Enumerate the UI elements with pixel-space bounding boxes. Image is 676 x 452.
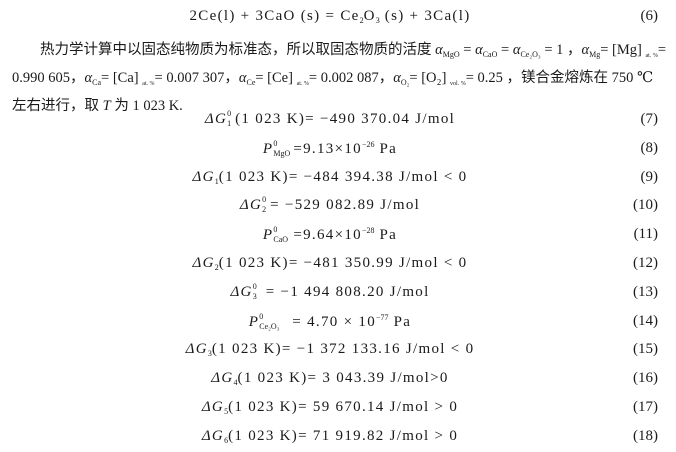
equation-number: (14) [633, 312, 658, 329]
symbol: ΔG [239, 197, 263, 214]
equation-number: (6) [640, 8, 659, 24]
equation: P 0 CaO =9.64×10−28 Pa (11) [262, 225, 658, 245]
equation: ΔG3(1 023 K)= −1 372 133.16 J/mol < 0 (15… [185, 341, 658, 359]
symbol: ΔG [230, 283, 253, 300]
symbol: ΔG [185, 341, 208, 358]
equation-number: (12) [633, 255, 658, 271]
equation: P 0 Ce₂O₃ = 4.70 × 10−77 Pa (14) [248, 311, 658, 331]
equation: ΔG 0 3 = −1 494 808.20 J/mol (13) [230, 281, 658, 301]
equation-number: (13) [633, 283, 658, 300]
equation: ΔG5(1 023 K)= 59 670.14 J/mol > 0 (17) [201, 399, 658, 416]
paragraph: 热力学计算中以固态纯物质为标准态，所以取固态物质的活度 αMgO = αCaO … [12, 42, 666, 114]
equation: ΔG6(1 023 K)= 71 919.82 J/mol > 0 (18) [201, 427, 658, 445]
equation-number: (15) [633, 341, 658, 358]
equation-number: (8) [640, 139, 659, 156]
equation-number: (9) [640, 168, 659, 185]
equation: ΔG 0 2 = −529 082.89 J/mol (10) [239, 195, 658, 215]
equation: P 0 MgO =9.13×10−26 Pa (8) [262, 138, 659, 158]
symbol: ΔG [204, 111, 228, 127]
symbol: ΔG [201, 399, 225, 415]
equation: ΔG2(1 023 K)= −481 350.99 J/mol < 0 (12) [192, 255, 658, 272]
equation-6: 2Ce(l) + 3CaO (s) = Ce2O3 (s) + 3Ca(l) (… [189, 8, 659, 25]
symbol: ΔG [192, 255, 215, 271]
symbol: ΔG [211, 370, 234, 387]
equation-number: (11) [633, 226, 658, 243]
symbol: P [262, 140, 274, 157]
equation: ΔG4(1 023 K)= 3 043.39 J/mol>0 (16) [211, 370, 658, 388]
equation-number: (7) [640, 111, 659, 127]
equation-number: (16) [633, 370, 658, 387]
equation: ΔG 0 1 (1 023 K)= −490 370.04 J/mol (7) [204, 109, 659, 128]
equation-number: (18) [633, 427, 658, 444]
symbol: ΔG [192, 168, 215, 185]
symbol: P [262, 227, 274, 244]
symbol: ΔG [201, 427, 225, 444]
equation-number: (17) [633, 399, 658, 415]
symbol: P [248, 313, 260, 330]
equation: ΔG1(1 023 K)= −484 394.38 J/mol < 0 (9) [192, 168, 659, 186]
equation-number: (10) [633, 197, 658, 214]
